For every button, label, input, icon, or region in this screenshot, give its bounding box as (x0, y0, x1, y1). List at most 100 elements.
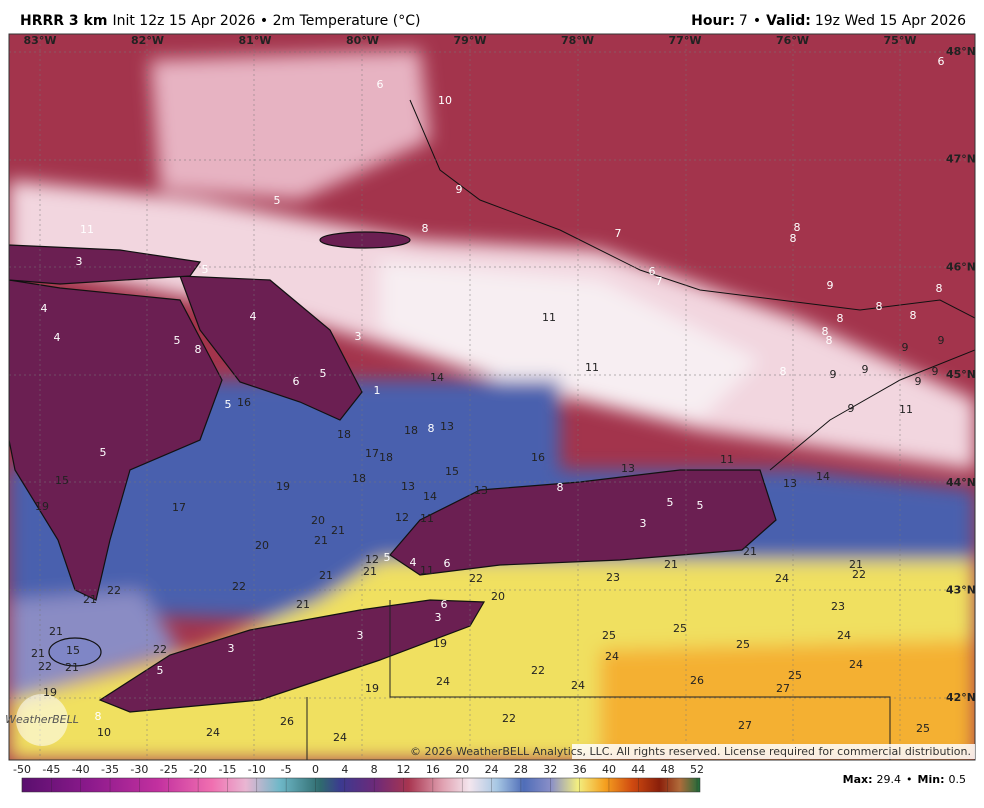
hour: 7 (739, 13, 748, 29)
point-value: 8 (794, 221, 801, 234)
max-value: 29.4 (877, 773, 902, 786)
point-value: 22 (38, 660, 52, 673)
point-value: 24 (775, 572, 789, 585)
point-value: 17 (172, 501, 186, 514)
point-value: 5 (667, 496, 674, 509)
point-value: 3 (76, 255, 83, 268)
point-value: 25 (602, 629, 616, 642)
point-value: 5 (320, 367, 327, 380)
point-value: 18 (352, 472, 366, 485)
point-value: 1 (374, 384, 381, 397)
point-value: 17 (365, 447, 379, 460)
point-value: 19 (35, 500, 49, 513)
point-value: 11 (585, 361, 599, 374)
valid: 19z Wed 15 Apr 2026 (815, 13, 966, 29)
point-value: 16 (531, 451, 545, 464)
point-value: 21 (743, 545, 757, 558)
map-frame (8, 33, 976, 761)
point-value: 4 (54, 331, 61, 344)
point-value: 9 (932, 365, 939, 378)
point-value: 18 (404, 424, 418, 437)
point-value: 21 (296, 598, 310, 611)
point-value: 11 (899, 403, 913, 416)
point-value: 9 (862, 363, 869, 376)
point-value: 22 (153, 643, 167, 656)
colorbar-tick-label: -5 (281, 763, 292, 776)
point-value: 23 (606, 571, 620, 584)
colorbar-tick-label: 36 (573, 763, 587, 776)
point-value: 22 (502, 712, 516, 725)
point-value: 21 (849, 558, 863, 571)
point-value: 22 (232, 580, 246, 593)
point-value: 4 (41, 302, 48, 315)
max-label: Max: (843, 773, 873, 786)
point-value: 20 (311, 514, 325, 527)
point-value: 25 (736, 638, 750, 651)
colorbar-tick-label: 40 (602, 763, 616, 776)
point-value: 4 (410, 556, 417, 569)
latitude-label: 43°N (946, 584, 976, 597)
longitude-label: 81°W (239, 34, 272, 47)
point-value: 9 (938, 334, 945, 347)
map-field (9, 34, 975, 760)
point-value: 3 (355, 330, 362, 343)
point-value: 13 (474, 484, 488, 497)
point-value: 6 (649, 265, 656, 278)
point-value: 8 (95, 710, 102, 723)
separator: • (753, 13, 761, 29)
longitude-label: 83°W (24, 34, 57, 47)
point-value: 27 (776, 682, 790, 695)
point-value: 3 (640, 517, 647, 530)
point-value: 12 (395, 511, 409, 524)
point-value: 11 (720, 453, 734, 466)
point-value: 12 (365, 553, 379, 566)
point-value: 5 (100, 446, 107, 459)
point-value: 8 (910, 309, 917, 322)
point-value: 22 (107, 584, 121, 597)
point-value: 8 (936, 282, 943, 295)
longitude-label: 80°W (346, 34, 379, 47)
valid-label: Valid: (766, 13, 811, 29)
hour-label: Hour: (691, 13, 735, 29)
colorbar-tick-label: 52 (690, 763, 704, 776)
latitude-label: 45°N (946, 368, 976, 381)
logo: WeatherBELL (5, 713, 79, 726)
point-value: 25 (788, 669, 802, 682)
model-name: HRRR 3 km (20, 13, 107, 29)
footer-stats: Max: 29.4 • Min: 0.5 (843, 773, 966, 786)
point-value: 21 (331, 524, 345, 537)
point-value: 6 (938, 55, 945, 68)
point-value: 5 (225, 398, 232, 411)
colorbar-tick-label: -40 (72, 763, 90, 776)
point-value: 13 (783, 477, 797, 490)
colorbar-tick-label: 24 (485, 763, 499, 776)
point-value: 22 (469, 572, 483, 585)
point-value: 14 (430, 371, 444, 384)
point-value: 27 (738, 719, 752, 732)
point-value: 8 (837, 312, 844, 325)
point-value: 18 (379, 451, 393, 464)
colorbar-tick-label: 44 (631, 763, 645, 776)
point-value: 21 (314, 534, 328, 547)
point-value: 4 (250, 310, 257, 323)
point-value: 11 (420, 512, 434, 525)
point-value: 23 (831, 600, 845, 613)
point-value: 6 (441, 598, 448, 611)
point-value: 21 (31, 647, 45, 660)
point-value: 13 (440, 420, 454, 433)
point-value: 5 (697, 499, 704, 512)
point-value: 24 (605, 650, 619, 663)
colorbar-tick-label: 0 (312, 763, 319, 776)
point-value: 8 (422, 222, 429, 235)
colorbar-tick-label: 16 (426, 763, 440, 776)
point-value: 24 (849, 658, 863, 671)
colorbar-tick-label: -50 (13, 763, 31, 776)
colorbar-tick-label: 20 (455, 763, 469, 776)
point-value: 8 (780, 365, 787, 378)
point-value: 16 (237, 396, 251, 409)
point-value: 18 (337, 428, 351, 441)
point-value: 11 (420, 564, 434, 577)
point-value: 25 (916, 722, 930, 735)
